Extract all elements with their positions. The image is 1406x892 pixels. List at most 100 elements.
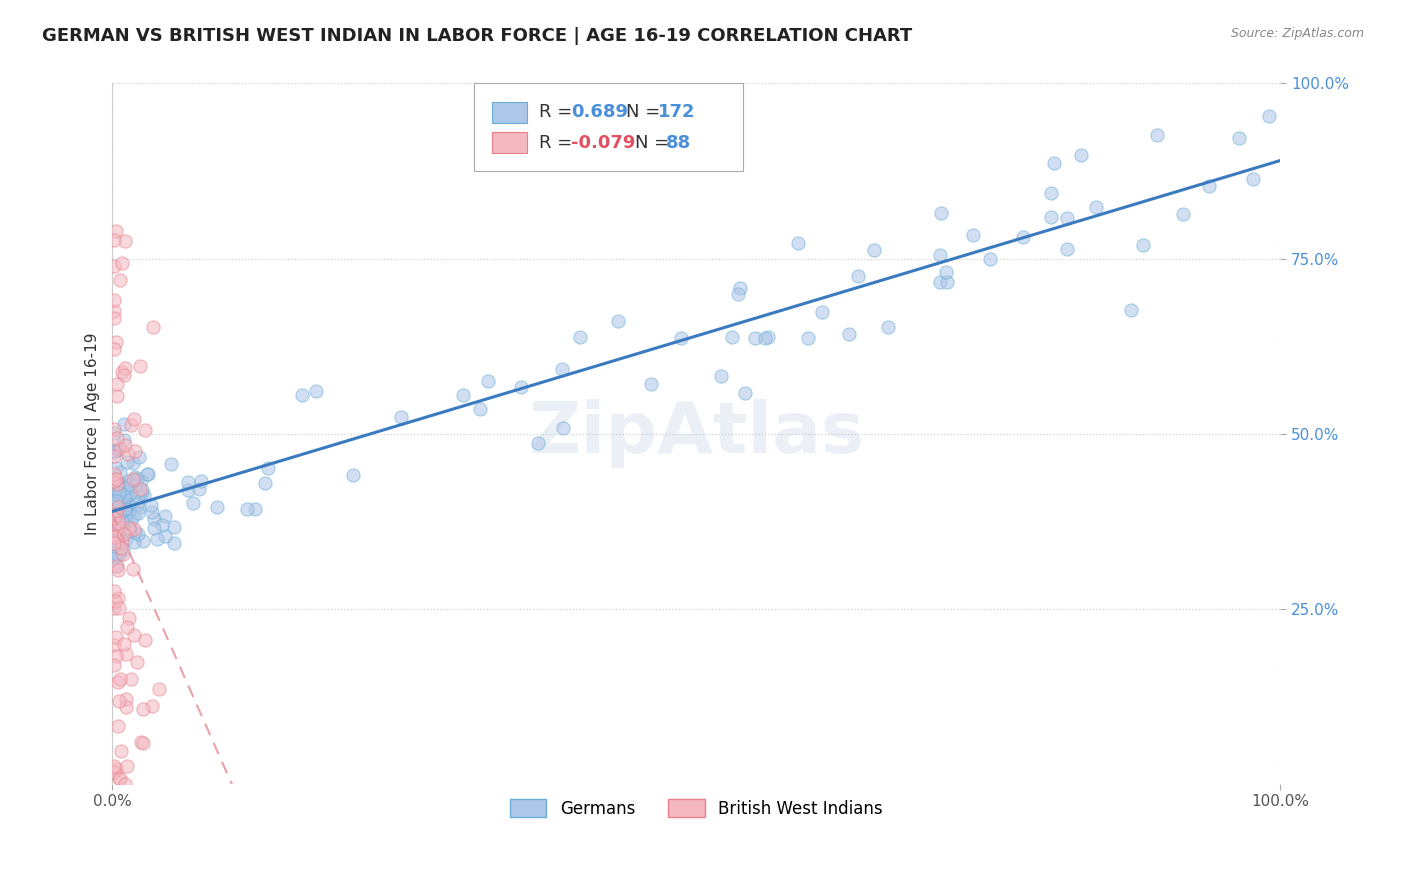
Point — [111, 542, 134, 557]
Point — [142, 319, 165, 334]
Point — [103, 530, 125, 544]
Point — [110, 495, 132, 509]
Point — [117, 521, 139, 535]
Point — [118, 486, 141, 500]
Point — [131, 483, 153, 497]
Point — [162, 520, 184, 534]
Point — [754, 331, 776, 345]
Point — [122, 534, 145, 549]
Point — [103, 467, 125, 482]
Point — [527, 436, 550, 450]
Text: N =: N = — [634, 134, 675, 152]
Point — [744, 331, 766, 345]
Point — [127, 655, 149, 669]
Point — [103, 304, 125, 318]
Point — [103, 535, 125, 549]
Point — [104, 500, 127, 515]
Point — [120, 524, 142, 538]
Point — [470, 402, 492, 417]
Point — [132, 488, 155, 502]
Point — [727, 286, 749, 301]
Point — [205, 500, 228, 514]
Point — [104, 483, 127, 498]
Point — [104, 508, 127, 523]
Point — [122, 522, 145, 536]
Point — [721, 329, 744, 343]
Point — [121, 456, 143, 470]
Point — [114, 647, 136, 661]
Point — [103, 443, 125, 458]
Point — [136, 467, 159, 481]
Text: ZipAtlas: ZipAtlas — [529, 399, 865, 468]
Point — [103, 765, 125, 780]
Point — [108, 541, 131, 555]
Point — [108, 601, 131, 615]
Text: 0.689: 0.689 — [571, 103, 628, 121]
Point — [253, 476, 276, 491]
Point — [112, 490, 135, 504]
Point — [114, 438, 136, 452]
Point — [928, 247, 950, 261]
Point — [103, 426, 125, 441]
Point — [103, 638, 125, 652]
Point — [105, 630, 128, 644]
Point — [108, 771, 131, 785]
Point — [108, 772, 131, 787]
Point — [979, 252, 1001, 267]
Point — [103, 449, 125, 463]
Point — [115, 700, 138, 714]
Point — [1258, 110, 1281, 124]
Point — [606, 313, 628, 327]
Point — [103, 528, 125, 542]
Point — [153, 508, 176, 523]
Point — [112, 637, 135, 651]
Point — [1198, 179, 1220, 194]
Point — [107, 500, 129, 514]
Point — [103, 422, 125, 436]
Point — [111, 535, 134, 549]
Point — [107, 476, 129, 491]
Point — [669, 331, 692, 345]
Point — [108, 673, 131, 687]
Point — [117, 489, 139, 503]
Point — [103, 758, 125, 772]
Point — [103, 343, 125, 357]
Point — [127, 489, 149, 503]
Point — [107, 443, 129, 458]
Point — [139, 498, 162, 512]
Point — [108, 508, 131, 522]
Point — [136, 467, 159, 481]
Point — [104, 517, 127, 532]
Point — [150, 517, 173, 532]
Point — [1085, 200, 1108, 214]
Point — [127, 472, 149, 486]
Point — [111, 255, 134, 269]
Point — [105, 461, 128, 475]
Point — [143, 512, 166, 526]
Point — [105, 507, 128, 521]
Point — [105, 493, 128, 508]
Point — [122, 508, 145, 523]
Point — [551, 421, 574, 435]
Point — [243, 501, 266, 516]
Point — [796, 330, 818, 344]
Point — [129, 735, 152, 749]
Point — [108, 475, 131, 490]
Point — [128, 450, 150, 465]
Point — [103, 293, 125, 308]
Point — [105, 389, 128, 403]
Point — [114, 512, 136, 526]
Point — [103, 444, 125, 458]
Point — [183, 496, 205, 510]
Point — [105, 523, 128, 537]
Point — [124, 478, 146, 492]
FancyBboxPatch shape — [474, 84, 744, 171]
Text: R =: R = — [538, 103, 578, 121]
Point — [104, 594, 127, 608]
Point — [103, 522, 125, 536]
Point — [1132, 238, 1154, 252]
Point — [129, 359, 152, 374]
Point — [863, 244, 886, 258]
Point — [710, 368, 733, 383]
Point — [107, 543, 129, 558]
